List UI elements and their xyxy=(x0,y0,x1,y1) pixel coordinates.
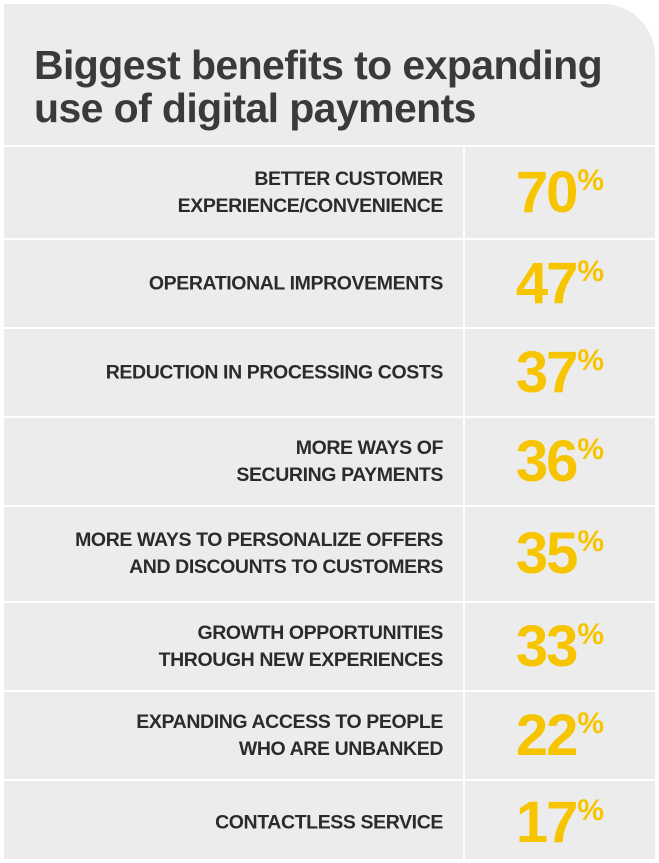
benefit-label: CONTACTLESS SERVICE xyxy=(215,811,443,834)
benefit-row: OPERATIONAL IMPROVEMENTS 47% xyxy=(4,238,655,327)
benefit-rows: BETTER CUSTOMER EXPERIENCE/CONVENIENCE 70… xyxy=(4,145,655,859)
percent-sign: % xyxy=(577,432,605,466)
percent-sign: % xyxy=(577,163,605,197)
benefit-row: REDUCTION IN PROCESSING COSTS 37% xyxy=(4,327,655,416)
percent-number: 47 xyxy=(515,250,578,316)
benefit-value: 47% xyxy=(465,254,655,313)
benefit-value: 35% xyxy=(465,525,655,583)
percent-sign: % xyxy=(577,617,605,651)
benefit-value: 22% xyxy=(465,706,655,765)
percent-number: 36 xyxy=(515,428,578,494)
percent-number: 17 xyxy=(515,790,578,855)
benefit-row: BETTER CUSTOMER EXPERIENCE/CONVENIENCE 70… xyxy=(4,145,655,238)
percent-number: 37 xyxy=(515,339,578,405)
percent-sign: % xyxy=(577,343,605,377)
percent-sign: % xyxy=(577,525,605,558)
benefit-value: 36% xyxy=(465,432,655,491)
percent-number: 35 xyxy=(515,521,578,586)
benefits-card: Biggest benefits to expanding use of dig… xyxy=(4,4,655,859)
benefit-value: 33% xyxy=(465,617,655,676)
percent-sign: % xyxy=(577,794,605,827)
percent-number: 22 xyxy=(515,702,578,768)
benefit-value: 17% xyxy=(465,794,655,852)
benefit-label: MORE WAYS TO PERSONALIZE OFFERS AND DISC… xyxy=(75,529,443,578)
column-divider xyxy=(463,145,465,859)
benefit-label: EXPANDING ACCESS TO PEOPLE WHO ARE UNBAN… xyxy=(136,710,443,760)
benefit-value: 70% xyxy=(465,163,655,222)
benefit-row: MORE WAYS TO PERSONALIZE OFFERS AND DISC… xyxy=(4,505,655,601)
benefit-row: CONTACTLESS SERVICE 17% xyxy=(4,779,655,859)
benefit-label: OPERATIONAL IMPROVEMENTS xyxy=(148,272,444,294)
benefit-value: 37% xyxy=(465,343,655,402)
percent-sign: % xyxy=(577,706,605,740)
percent-number: 33 xyxy=(515,613,578,679)
percent-sign: % xyxy=(577,254,605,288)
benefit-label: GROWTH OPPORTUNITIES THROUGH NEW EXPERIE… xyxy=(158,621,444,671)
percent-number: 70 xyxy=(515,159,578,225)
benefit-row: MORE WAYS OF SECURING PAYMENTS 36% xyxy=(4,416,655,505)
benefit-row: EXPANDING ACCESS TO PEOPLE WHO ARE UNBAN… xyxy=(4,690,655,779)
chart-title: Biggest benefits to expanding use of dig… xyxy=(34,42,603,131)
benefit-label: BETTER CUSTOMER EXPERIENCE/CONVENIENCE xyxy=(177,167,444,217)
benefit-row: GROWTH OPPORTUNITIES THROUGH NEW EXPERIE… xyxy=(4,601,655,690)
benefit-label: MORE WAYS OF SECURING PAYMENTS xyxy=(236,436,443,486)
benefit-label: REDUCTION IN PROCESSING COSTS xyxy=(105,361,444,383)
